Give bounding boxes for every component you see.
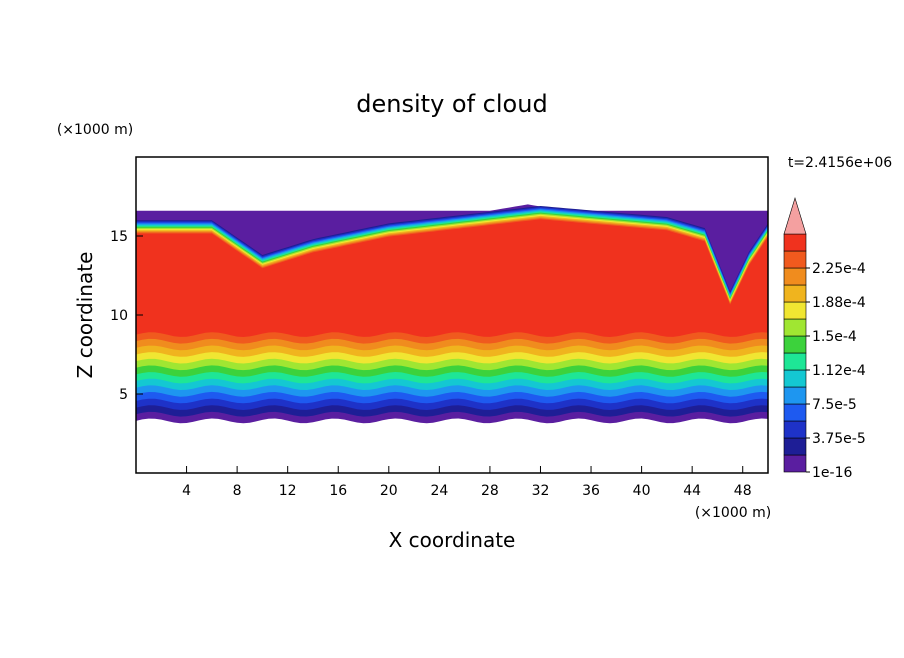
x-tick-label: 40: [633, 483, 651, 499]
colorbar-label: 2.25e-4: [812, 261, 866, 277]
contour-field: [136, 204, 768, 424]
colorbar-box: [783, 284, 807, 303]
time-label: t=2.4156e+06: [788, 155, 892, 171]
colorbar-box: [783, 335, 807, 354]
contour-band: [136, 219, 768, 337]
colorbar-box: [783, 250, 807, 269]
colorbar-box: [783, 233, 807, 252]
x-tick-label: 4: [182, 483, 191, 499]
x-unit: (×1000 m): [695, 505, 771, 521]
colorbar-label: 7.5e-5: [812, 397, 857, 413]
colorbar-label: 1e-16: [812, 465, 852, 481]
colorbar-label: 1.88e-4: [812, 295, 866, 311]
colorbar-box: [783, 437, 807, 456]
x-tick-label: 32: [532, 483, 550, 499]
x-axis-label: X coordinate: [389, 528, 516, 552]
colorbar-box: [783, 420, 807, 439]
x-tick-label: 12: [279, 483, 297, 499]
x-tick-label: 16: [329, 483, 347, 499]
x-tick-label: 24: [430, 483, 448, 499]
colorbar-label: 3.75e-5: [812, 431, 866, 447]
x-tick-label: 44: [683, 483, 701, 499]
chart-title: density of cloud: [356, 90, 547, 118]
colorbar-label: 1.12e-4: [812, 363, 866, 379]
x-tick-label: 28: [481, 483, 499, 499]
colorbar-box: [783, 318, 807, 337]
y-tick-label: 5: [119, 387, 128, 403]
x-tick-label: 8: [233, 483, 242, 499]
x-tick-label: 36: [582, 483, 600, 499]
colorbar-box: [783, 403, 807, 422]
colorbar-box: [783, 369, 807, 388]
colorbar-box: [783, 352, 807, 371]
y-unit: (×1000 m): [57, 122, 133, 138]
colorbar-box: [783, 267, 807, 286]
x-tick-label: 48: [734, 483, 752, 499]
colorbar-box: [783, 454, 807, 473]
colorbar-extend: [783, 196, 807, 235]
y-tick-label: 15: [110, 229, 128, 245]
colorbar-box: [783, 386, 807, 405]
y-axis-label: Z coordinate: [73, 252, 97, 379]
y-tick-label: 10: [110, 308, 128, 324]
colorbar-label: 1.5e-4: [812, 329, 857, 345]
x-tick-label: 20: [380, 483, 398, 499]
colorbar-box: [783, 301, 807, 320]
